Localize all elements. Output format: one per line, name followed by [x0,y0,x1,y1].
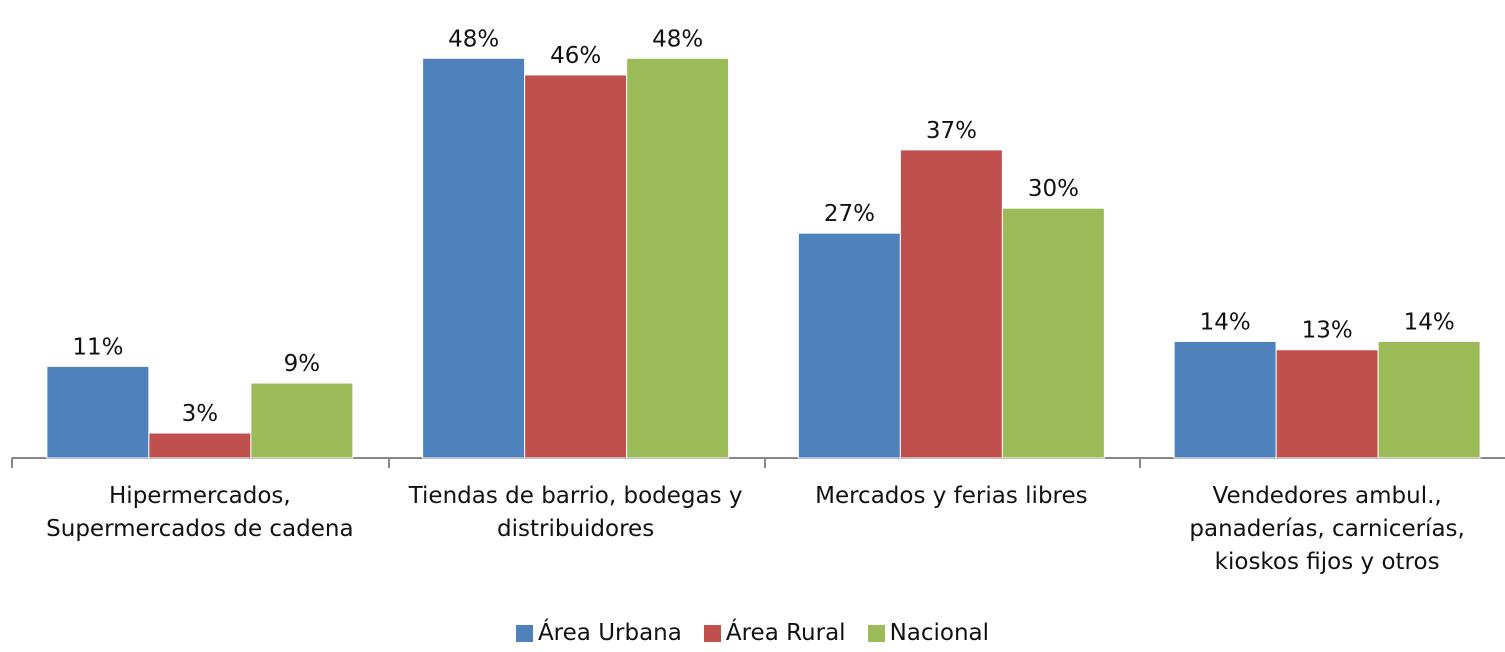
x-tick-label: Tiendas de barrio, bodegas y distribuido… [408,483,743,542]
data-label: 14% [1404,309,1455,335]
bar [46,365,150,459]
legend-item: Área Urbana [515,620,682,646]
legend-item: Área Rural [703,620,846,646]
data-label: 46% [550,43,601,69]
data-label: 3% [182,401,219,427]
bar [626,57,730,459]
legend-label: Área Urbana [537,620,682,646]
x-tick-label: Hipermercados, Supermercados de cadena [46,483,354,542]
data-label: 37% [926,118,977,144]
data-label: 9% [284,351,321,377]
bar [1001,207,1105,459]
data-label: 13% [1302,318,1353,344]
data-label: 27% [824,201,875,227]
legend-item: Nacional [867,620,990,646]
legend-label: Nacional [889,620,990,646]
x-tick-label: Vendedores ambul., panaderías, carnicerí… [1189,483,1465,575]
bar [250,382,354,459]
data-label: 48% [652,26,703,52]
bar [899,149,1003,459]
data-label: 30% [1028,176,1079,202]
bar [422,57,526,459]
bar [1275,349,1379,459]
data-label: 48% [448,26,499,52]
bar [148,432,252,459]
legend: Área Urbana Área Rural Nacional [0,620,1505,646]
legend-label: Área Rural [725,620,846,646]
bar [1377,340,1481,459]
data-label: 11% [72,334,123,360]
legend-swatch [515,624,533,642]
legend-swatch [867,624,885,642]
legend-swatch [703,624,721,642]
bar [524,74,628,459]
bar [1173,340,1277,459]
bar [797,232,901,459]
data-label: 14% [1200,309,1251,335]
x-tick-label: Mercados y ferias libres [815,483,1088,509]
